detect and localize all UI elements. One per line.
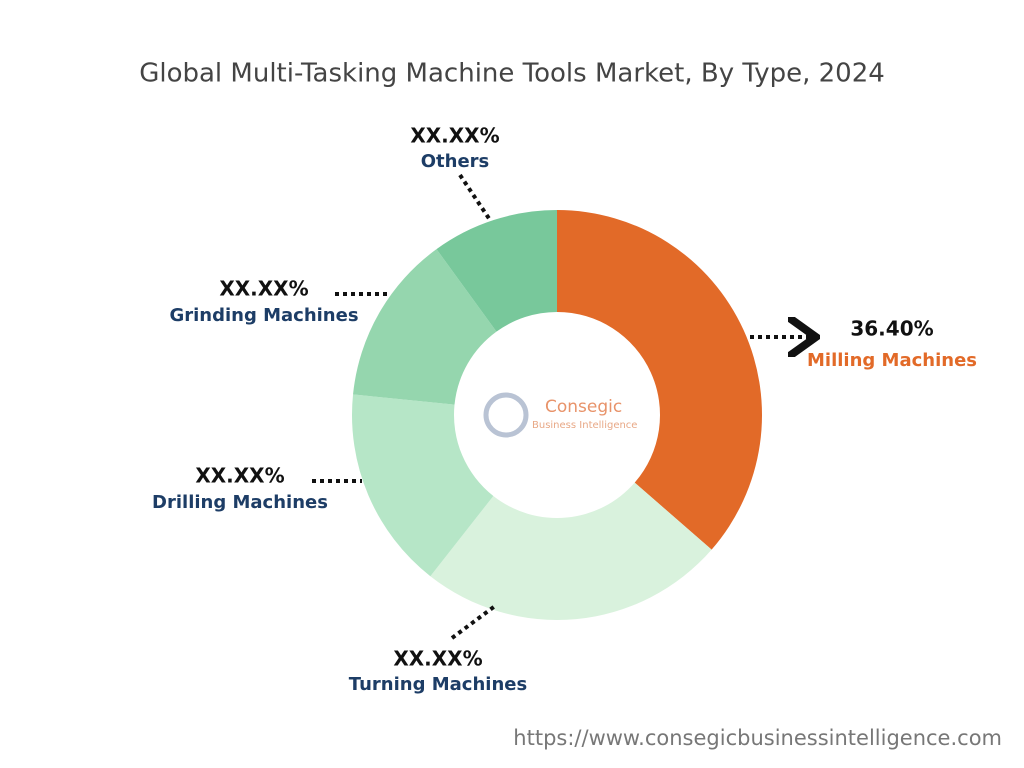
chart-title: Global Multi-Tasking Machine Tools Marke… bbox=[139, 59, 885, 89]
donut-segment bbox=[436, 210, 557, 332]
value-label: 36.40% bbox=[850, 317, 933, 341]
leader-line bbox=[458, 173, 492, 222]
logo-name: Consegic bbox=[545, 397, 622, 417]
source-url: https://www.consegicbusinessintelligence… bbox=[513, 726, 1002, 750]
donut-segment bbox=[353, 249, 497, 405]
value-label: XX.XX% bbox=[195, 464, 284, 488]
logo-icon bbox=[483, 392, 529, 438]
value-label: XX.XX% bbox=[410, 124, 499, 148]
donut-segment bbox=[557, 210, 762, 550]
value-label: XX.XX% bbox=[219, 277, 308, 301]
logo-tagline: Business Intelligence bbox=[532, 420, 637, 431]
category-label: Milling Machines bbox=[807, 350, 977, 371]
value-label: XX.XX% bbox=[393, 647, 482, 671]
category-label: Turning Machines bbox=[349, 674, 527, 695]
category-label: Drilling Machines bbox=[152, 492, 328, 513]
donut-segment bbox=[352, 394, 494, 577]
category-label: Others bbox=[421, 151, 490, 172]
donut-segment bbox=[430, 482, 712, 620]
logo: Consegic Business Intelligence bbox=[483, 392, 637, 438]
category-label: Grinding Machines bbox=[169, 305, 358, 326]
leader-line bbox=[450, 604, 497, 640]
